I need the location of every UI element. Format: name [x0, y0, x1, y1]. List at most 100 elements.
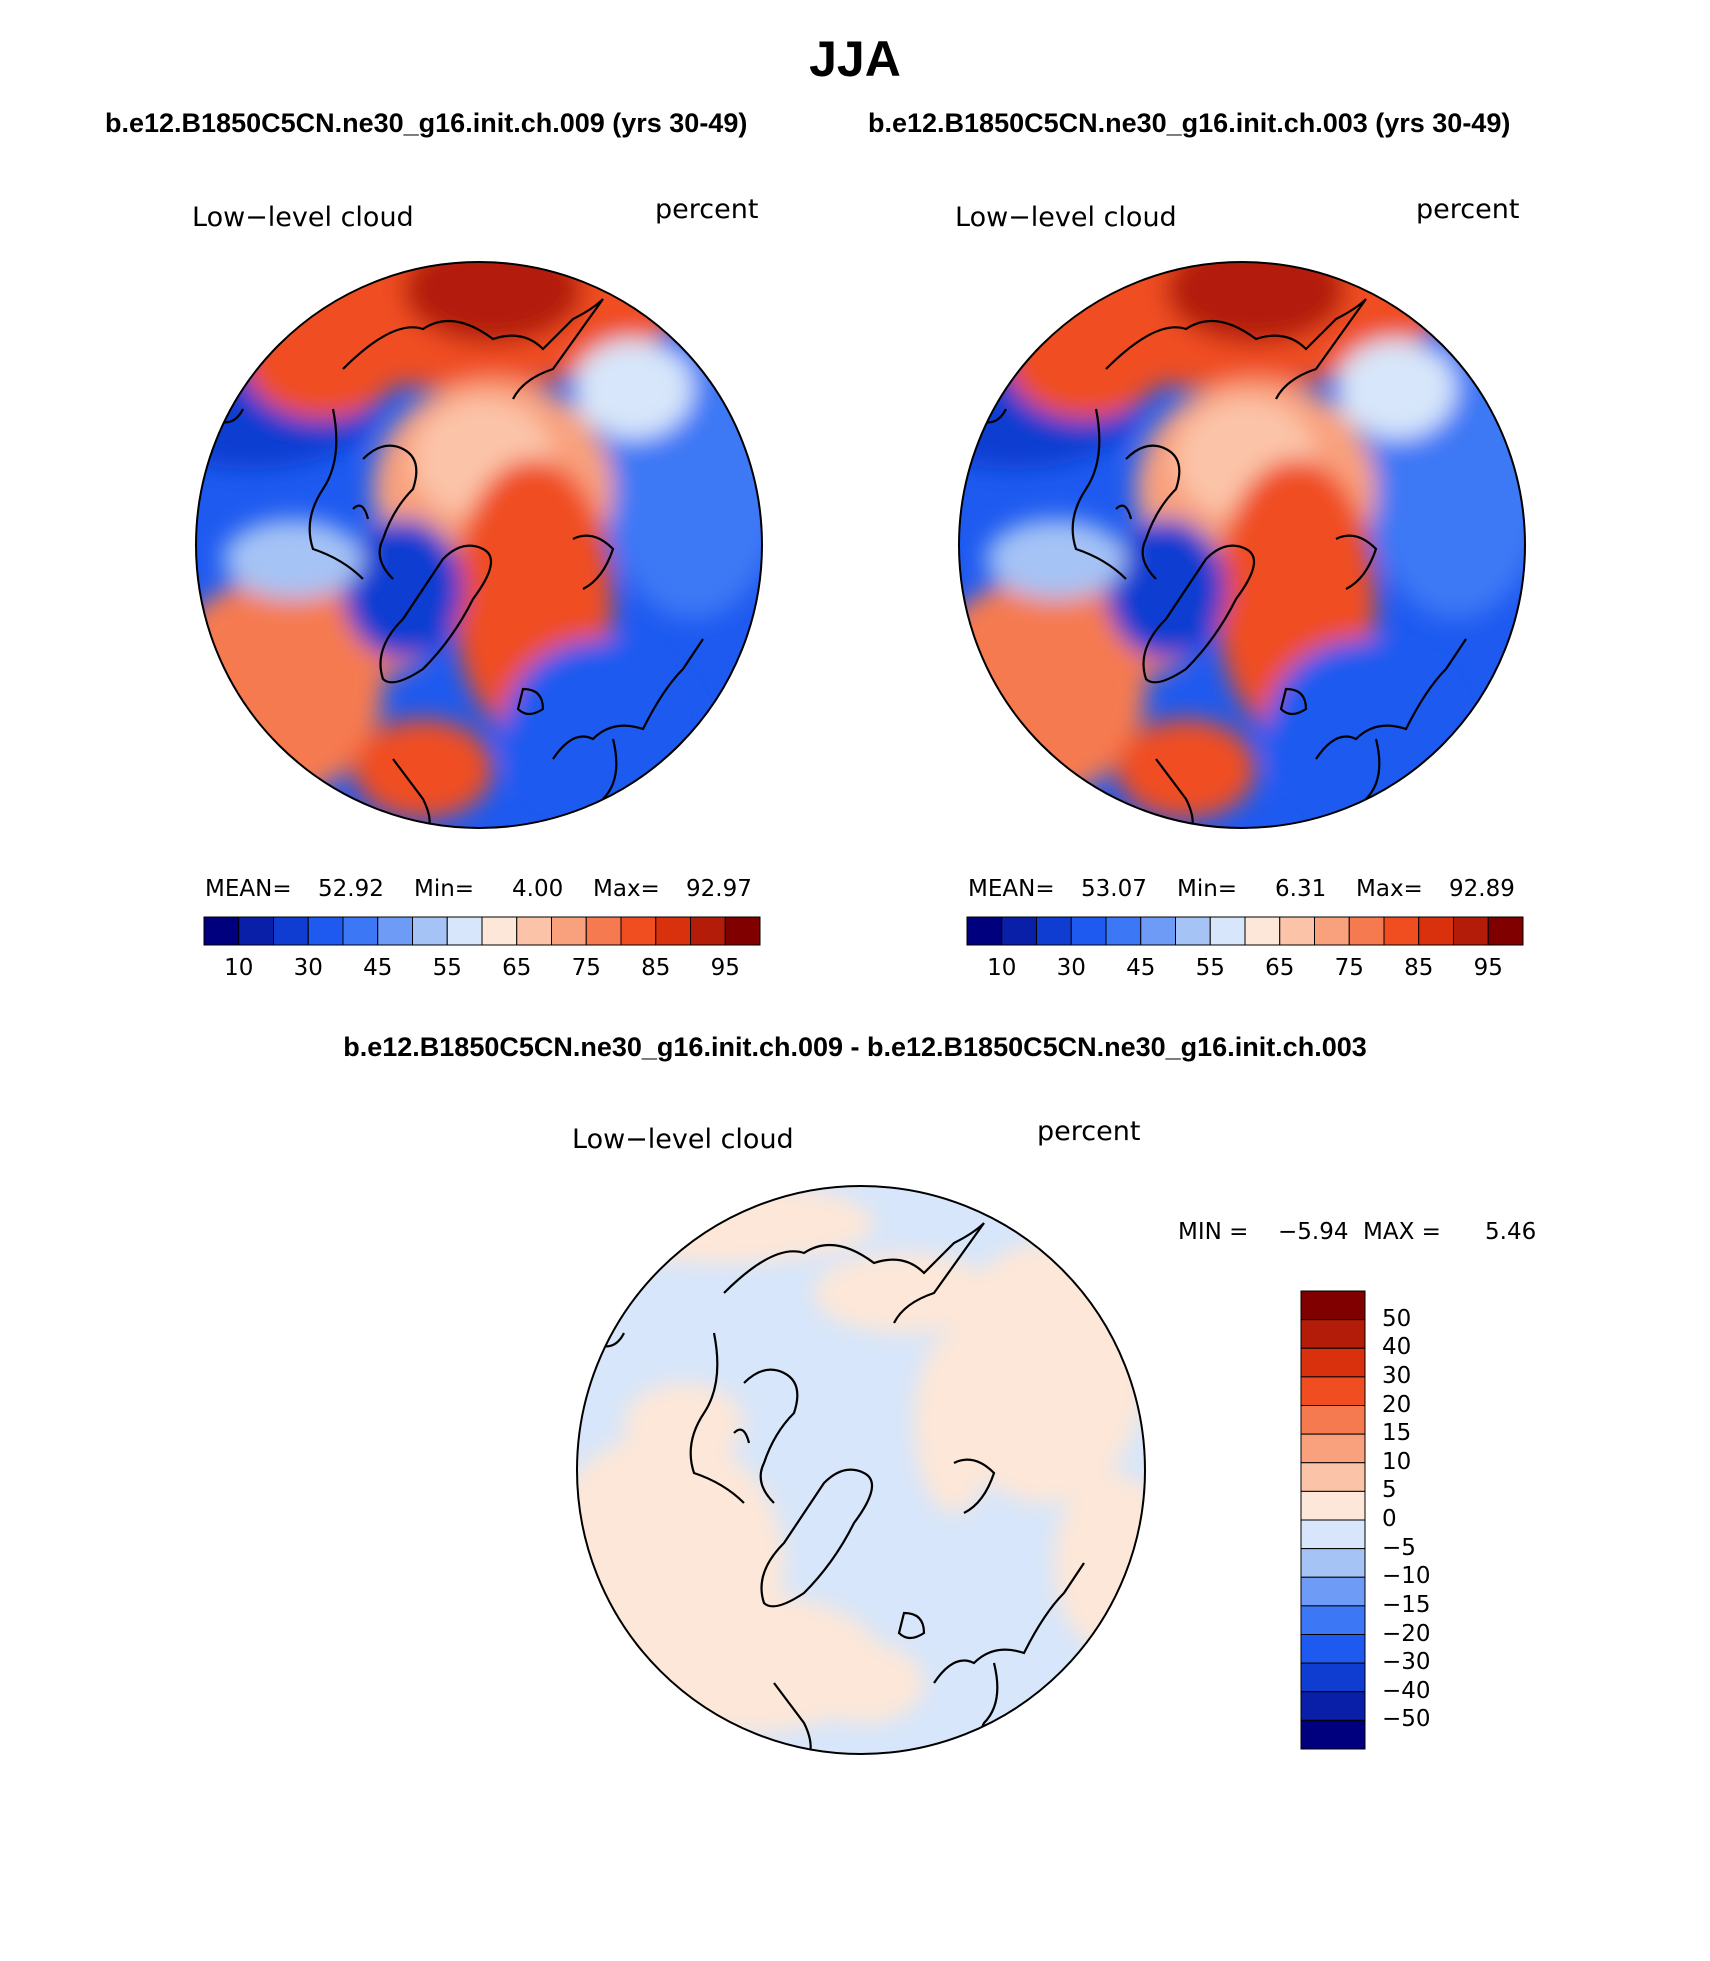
colorbar-tick-label: 5 [1382, 1477, 1397, 1504]
colorbar-box [1300, 1634, 1366, 1664]
colorbar-tick-label: 95 [1473, 955, 1503, 981]
colorbar-box [1070, 916, 1107, 946]
panel-2-colorbar-ticks: 10 30 45 55 65 75 85 95 [966, 955, 1524, 985]
colorbar-box [620, 916, 657, 946]
colorbar-box [655, 916, 691, 946]
colorbar-box [1300, 1662, 1366, 1693]
panel-1-colorbar [203, 916, 761, 946]
colorbar-box [724, 916, 761, 946]
field-blob [1336, 339, 1456, 439]
colorbar-box [1105, 916, 1142, 946]
colorbar-box [1348, 916, 1385, 946]
colorbar-tick-label: 65 [502, 955, 532, 981]
colorbar-box [342, 916, 379, 946]
colorbar-box [1279, 916, 1315, 946]
colorbar-tick-label: 10 [987, 955, 1017, 981]
colorbar-box [273, 916, 309, 946]
panel-2-units: percent [1416, 194, 1520, 225]
colorbar-box [1036, 916, 1072, 946]
field-blob [353, 719, 493, 819]
colorbar-tick-label: 30 [1382, 1362, 1412, 1389]
panel-1-units: percent [655, 194, 759, 225]
colorbar-box [1453, 916, 1489, 946]
field-blob [573, 339, 693, 439]
difference-polar-map [576, 1185, 1146, 1755]
colorbar-box [966, 916, 1003, 946]
panel-2-mean-value: 53.07 [1081, 876, 1147, 902]
panel-1-min-label: Min= [414, 876, 475, 902]
colorbar-box [1300, 1319, 1366, 1349]
colorbar-tick-label: −50 [1382, 1706, 1431, 1733]
colorbar-tick-label: 85 [641, 955, 671, 981]
colorbar-tick-label: 30 [293, 955, 323, 981]
colorbar-box [1300, 1462, 1366, 1492]
colorbar-box [1300, 1691, 1366, 1721]
panel-2-colorbar [966, 916, 1524, 946]
colorbar-tick-label: −30 [1382, 1649, 1431, 1676]
colorbar-tick-label: 0 [1382, 1506, 1397, 1532]
panel-2-max-value: 92.89 [1449, 876, 1515, 902]
colorbar-box [412, 916, 448, 946]
field-blob [1166, 262, 1346, 344]
colorbar-box [238, 916, 274, 946]
colorbar-box [1175, 916, 1211, 946]
colorbar-box [1300, 1405, 1366, 1435]
colorbar-tick-label: 50 [1382, 1305, 1412, 1332]
colorbar-box [307, 916, 344, 946]
panel-1-mean-label: MEAN= [205, 876, 292, 902]
panel-2-min-value: 6.31 [1275, 876, 1327, 902]
colorbar-box [1300, 1548, 1366, 1578]
colorbar-box [1383, 916, 1420, 946]
map-border [195, 261, 763, 829]
colorbar-box [551, 916, 587, 946]
panel-1-min-value: 4.00 [512, 876, 564, 902]
colorbar-tick-label: −15 [1382, 1591, 1431, 1618]
colorbar-tick-label: −5 [1382, 1534, 1416, 1561]
colorbar-tick-label: 10 [1382, 1448, 1412, 1475]
main-title: JJA [809, 31, 901, 87]
field-blob [1106, 519, 1226, 659]
colorbar-tick-label: 55 [432, 955, 462, 981]
map-border [576, 1185, 1146, 1755]
field-blob [986, 519, 1126, 599]
difference-units: percent [1037, 1116, 1141, 1147]
colorbar-box [203, 916, 240, 946]
colorbar-box [1300, 1376, 1366, 1406]
colorbar-tick-label: 30 [1056, 955, 1086, 981]
colorbar-box [446, 916, 483, 946]
colorbar-box [1300, 1519, 1366, 1550]
colorbar-box [1418, 916, 1454, 946]
colorbar-box [1140, 916, 1176, 946]
colorbar-box [1300, 1290, 1366, 1321]
panel-1-max-label: Max= [593, 876, 660, 902]
panel-2-variable: Low−level cloud [955, 202, 1177, 233]
colorbar-box [1300, 1576, 1366, 1607]
colorbar-box [377, 916, 413, 946]
colorbar-tick-label: 55 [1195, 955, 1225, 981]
colorbar-box [1487, 916, 1524, 946]
colorbar-box [516, 916, 552, 946]
panel-1-variable: Low−level cloud [192, 202, 414, 233]
colorbar-box [1244, 916, 1281, 946]
colorbar-tick-label: 20 [1382, 1391, 1412, 1418]
colorbar-tick-label: 65 [1265, 955, 1295, 981]
field-blob [223, 519, 363, 599]
colorbar-tick-label: 40 [1382, 1334, 1412, 1361]
colorbar-box [1001, 916, 1037, 946]
difference-max-label: MAX = [1363, 1219, 1441, 1245]
difference-colorbar [1300, 1290, 1366, 1750]
field-blob [577, 1186, 874, 1263]
colorbar-tick-label: −20 [1382, 1620, 1431, 1647]
colorbar-tick-label: 10 [224, 955, 254, 981]
colorbar-tick-label: −40 [1382, 1677, 1431, 1704]
panel-2-min-label: Min= [1177, 876, 1238, 902]
panel-1-polar-map [195, 261, 763, 829]
colorbar-tick-label: 45 [1126, 955, 1156, 981]
map-border [958, 261, 1526, 829]
colorbar-box [1314, 916, 1350, 946]
colorbar-box [690, 916, 726, 946]
field-blob [1266, 639, 1466, 819]
panel-2-max-label: Max= [1356, 876, 1423, 902]
colorbar-tick-label: 15 [1382, 1420, 1412, 1447]
field-blob [624, 1383, 744, 1463]
